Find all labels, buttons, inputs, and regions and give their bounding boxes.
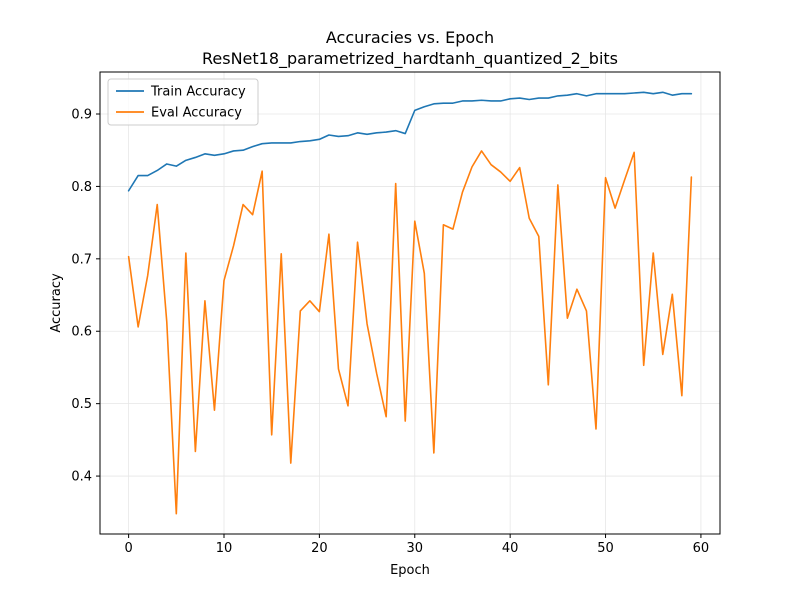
plot-frame	[99, 71, 721, 535]
y-tick-label: 0.7	[71, 252, 92, 267]
series-lines	[127, 91, 693, 515]
chart-title: Accuracies vs. Epoch	[326, 28, 494, 47]
y-axis-label: Accuracy	[49, 273, 64, 333]
legend: Train Accuracy Eval Accuracy	[107, 78, 259, 126]
x-tick-label: 0	[124, 541, 132, 556]
y-tick-label: 0.8	[71, 180, 92, 195]
y-tick-label: 0.4	[71, 470, 92, 485]
x-tick-label: 10	[216, 541, 233, 556]
x-tick-label: 20	[311, 541, 328, 556]
x-tick-label: 50	[597, 541, 614, 556]
x-tick-label: 60	[693, 541, 710, 556]
x-axis-label: Epoch	[390, 563, 430, 578]
legend-label: Train Accuracy	[150, 85, 246, 100]
y-tick-label: 0.5	[71, 397, 92, 412]
x-tick-label: 30	[406, 541, 423, 556]
series-line-train-accuracy	[127, 91, 693, 192]
x-axis-ticks: 0 10 20 30 40 50 60	[124, 534, 709, 556]
x-tick-label: 40	[502, 541, 519, 556]
legend-label: Eval Accuracy	[151, 106, 242, 121]
chart-subtitle: ResNet18_parametrized_hardtanh_quantized…	[202, 49, 618, 69]
legend-box	[107, 78, 259, 126]
y-tick-label: 0.9	[71, 108, 92, 123]
y-axis-ticks: 0.4 0.5 0.6 0.7 0.8 0.9	[71, 108, 100, 485]
series-line-eval-accuracy	[127, 150, 693, 515]
y-tick-label: 0.6	[71, 325, 92, 340]
